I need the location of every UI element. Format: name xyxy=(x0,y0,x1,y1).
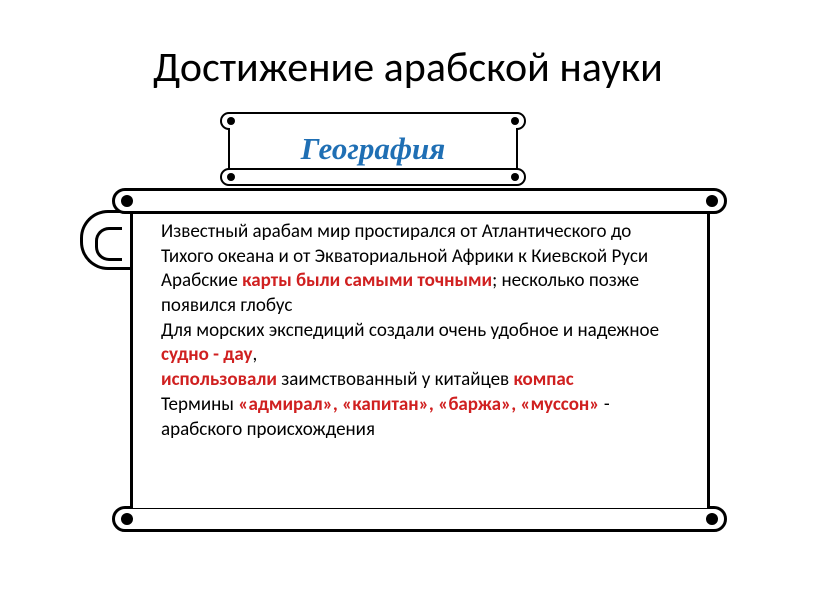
body-text: Известный арабам мир простирался от Атла… xyxy=(161,220,687,442)
para-5b-highlight: «адмирал», «капитан», «баржа», «муссон» xyxy=(238,393,604,416)
scroll-roll-bottom xyxy=(220,168,526,186)
content-panel: Известный арабам мир простирался от Атла… xyxy=(130,210,710,508)
scroll-roll-top xyxy=(112,188,727,214)
para-3c: , xyxy=(253,343,258,366)
para-2a: Арабские xyxy=(161,269,242,292)
para-3b-highlight: судно - дау xyxy=(161,343,253,366)
subtitle-scroll: География xyxy=(228,112,518,184)
para-5a: Термины xyxy=(161,393,238,416)
scroll-roll-bottom xyxy=(112,506,727,532)
subtitle-text: География xyxy=(301,131,446,167)
subtitle-panel: География xyxy=(228,128,518,170)
scroll-curl-icon xyxy=(80,210,133,270)
para-2b-highlight: карты были самыми точными xyxy=(242,269,492,292)
para-1: Известный арабам мир простирался от Атла… xyxy=(161,220,648,268)
para-4c-highlight: компас xyxy=(513,368,573,391)
content-scroll: Известный арабам мир простирался от Атла… xyxy=(80,188,695,540)
para-3a: Для морских экспедиций создали очень удо… xyxy=(161,319,659,342)
para-4b: заимствованный у китайцев xyxy=(281,368,513,391)
para-4a-highlight: использовали xyxy=(161,368,281,391)
slide-title: Достижение арабской науки xyxy=(0,42,816,93)
